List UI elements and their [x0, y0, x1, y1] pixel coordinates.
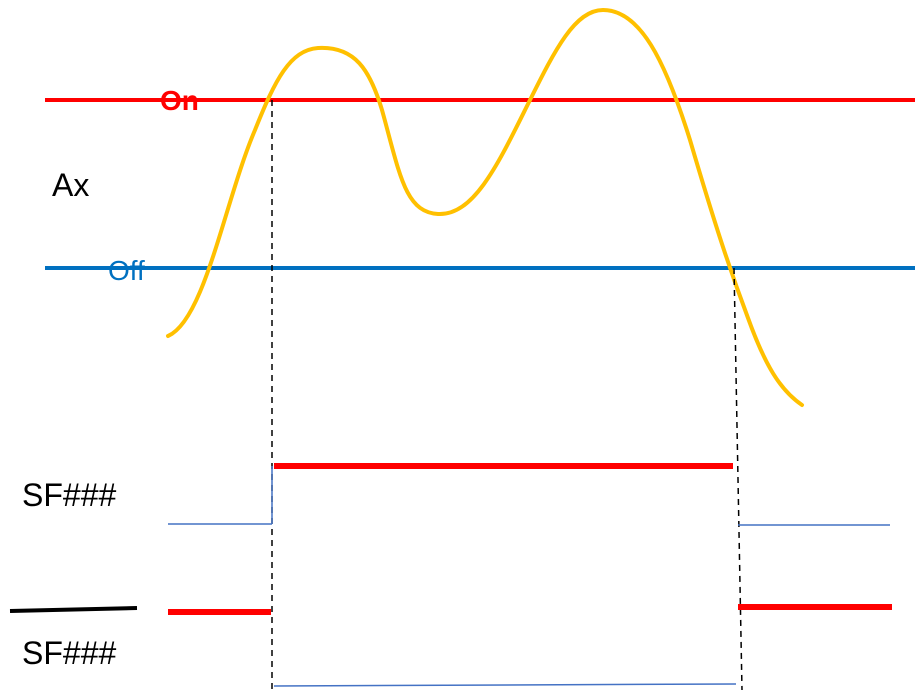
inverted-output-label: SF### — [22, 635, 116, 671]
inverted-output-low-segment — [273, 683, 737, 687]
input-signal-curve — [166, 7, 804, 407]
inverted-output-overline — [9, 606, 138, 613]
output-label: SF### — [22, 477, 116, 513]
input-label: Ax — [52, 167, 89, 203]
off-threshold-label: Off — [108, 255, 145, 286]
on-threshold-label: On — [160, 85, 199, 116]
switch-off-guide — [733, 267, 743, 690]
